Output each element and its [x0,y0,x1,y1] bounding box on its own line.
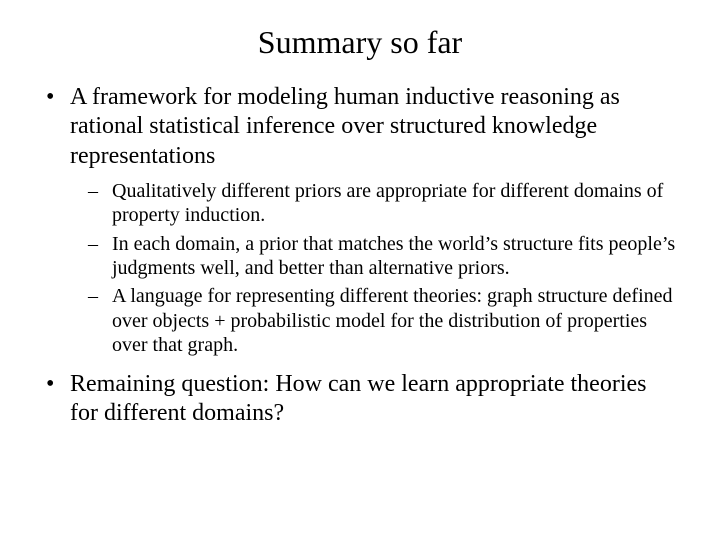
list-item: A framework for modeling human inductive… [40,83,680,358]
slide-title: Summary so far [40,24,680,61]
bullet-text: In each domain, a prior that matches the… [112,233,675,279]
list-item: In each domain, a prior that matches the… [82,232,680,281]
list-item: Remaining question: How can we learn app… [40,370,680,429]
bullet-text: Remaining question: How can we learn app… [70,371,646,426]
bullet-text: A language for representing different th… [112,285,673,356]
list-item: Qualitatively different priors are appro… [82,179,680,228]
slide: Summary so far A framework for modeling … [0,0,720,540]
list-item: A language for representing different th… [82,284,680,357]
bullet-list: A framework for modeling human inductive… [40,83,680,428]
sub-bullet-list: Qualitatively different priors are appro… [70,179,680,358]
bullet-text: Qualitatively different priors are appro… [112,180,663,226]
bullet-text: A framework for modeling human inductive… [70,84,620,169]
